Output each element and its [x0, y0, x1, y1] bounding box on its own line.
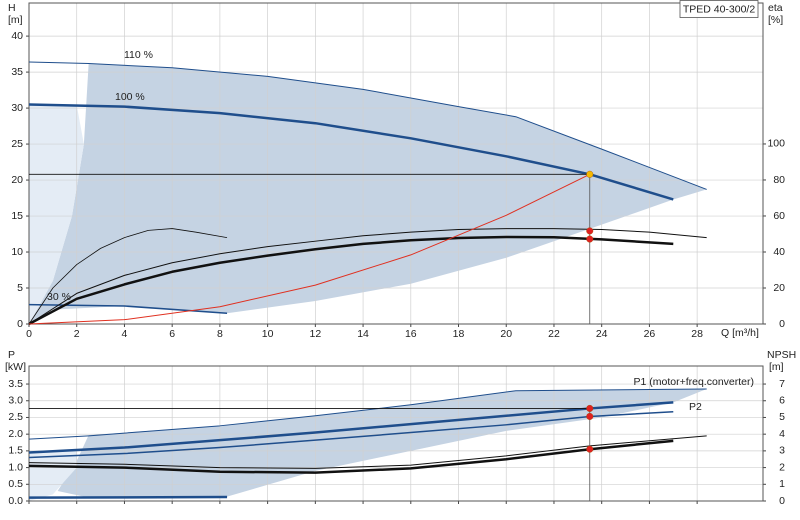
y2-unit: [m]	[769, 361, 784, 373]
x-tick-label: 10	[262, 328, 274, 340]
x-tick-label: 18	[453, 328, 465, 340]
x-tick-label: 22	[548, 328, 560, 340]
y-tick-label: 1.5	[8, 445, 23, 457]
y-tick-label: 10	[11, 246, 23, 258]
curve	[28, 439, 674, 474]
y-tick-label: 30	[11, 102, 23, 114]
curve	[28, 495, 228, 499]
curve-label: P2	[689, 401, 702, 413]
x-tick-label: 8	[217, 328, 223, 340]
y2-label: NPSH	[767, 349, 796, 361]
y-tick-label: 5	[17, 282, 23, 294]
x-label: Q [m³/h]	[721, 327, 759, 339]
y-tick-label: 35	[11, 66, 23, 78]
curve	[28, 228, 228, 325]
duty-point	[586, 170, 594, 178]
curve	[28, 228, 707, 325]
y2-tick-label: 2	[779, 461, 785, 473]
operating-area	[29, 104, 84, 325]
curve	[28, 103, 674, 201]
y-tick-label: 20	[11, 174, 23, 186]
y-unit: [m]	[8, 14, 23, 26]
x-tick-label: 14	[357, 328, 369, 340]
y-tick-label: 2.5	[8, 411, 23, 423]
y2-tick-label: 80	[773, 174, 785, 186]
y2-tick-label: 100	[767, 138, 785, 150]
duty-point	[586, 445, 594, 453]
x-tick-label: 0	[26, 328, 32, 340]
x-tick-label: 26	[644, 328, 656, 340]
y2-tick-label: 0	[779, 318, 785, 330]
y2-tick-label: 4	[779, 428, 785, 440]
y2-tick-label: 0	[779, 495, 785, 507]
y2-tick-label: 5	[779, 411, 785, 423]
x-tick-label: 4	[122, 328, 128, 340]
curve	[28, 411, 674, 459]
y2-tick-label: 6	[779, 395, 785, 407]
chart-title: TPED 40-300/2	[683, 3, 756, 15]
duty-point	[586, 404, 594, 412]
y2-unit: [%]	[768, 14, 783, 26]
y2-tick-label: 60	[773, 210, 785, 222]
y-tick-label: 3.0	[8, 395, 23, 407]
curve	[28, 388, 707, 440]
plot-frame	[28, 2, 764, 325]
x-tick-label: 28	[691, 328, 703, 340]
y-tick-label: 0.0	[8, 495, 23, 507]
y-tick-label: 40	[11, 30, 23, 42]
title-box	[679, 0, 759, 18]
y2-tick-label: 20	[773, 282, 785, 294]
curve	[28, 401, 674, 454]
y-label: H	[8, 2, 16, 14]
duty-point	[586, 227, 594, 235]
y2-tick-label: 7	[779, 378, 785, 390]
y-tick-label: 0	[17, 318, 23, 330]
x-tick-label: 6	[169, 328, 175, 340]
curve	[28, 173, 590, 325]
y-unit: [kW]	[5, 361, 26, 373]
y-tick-label: 3.5	[8, 378, 23, 390]
y-tick-label: 15	[11, 210, 23, 222]
operating-area	[29, 63, 707, 324]
y-tick-label: 0.5	[8, 478, 23, 490]
y2-tick-label: 1	[779, 478, 785, 490]
curve	[28, 235, 674, 326]
y-tick-label: 1.0	[8, 461, 23, 473]
plot-frame	[28, 365, 764, 502]
y-tick-label: 2.0	[8, 428, 23, 440]
curve	[28, 61, 707, 190]
x-tick-label: 20	[500, 328, 512, 340]
curve	[28, 435, 707, 469]
y-tick-label: 25	[11, 138, 23, 150]
y2-tick-label: 3	[779, 445, 785, 457]
curve-label: 100 %	[115, 91, 145, 103]
duty-point	[586, 235, 594, 243]
y2-label: eta	[768, 2, 783, 14]
x-tick-label: 2	[74, 328, 80, 340]
curve-label: 30 %	[47, 291, 71, 303]
curve-label: P1 (motor+freq.converter)	[633, 376, 754, 388]
curve-label: 110 %	[124, 49, 153, 61]
x-tick-label: 16	[405, 328, 417, 340]
y-label: P	[8, 349, 15, 361]
x-tick-label: 24	[596, 328, 608, 340]
y2-tick-label: 40	[773, 246, 785, 258]
duty-point	[586, 412, 594, 420]
x-tick-label: 12	[310, 328, 322, 340]
